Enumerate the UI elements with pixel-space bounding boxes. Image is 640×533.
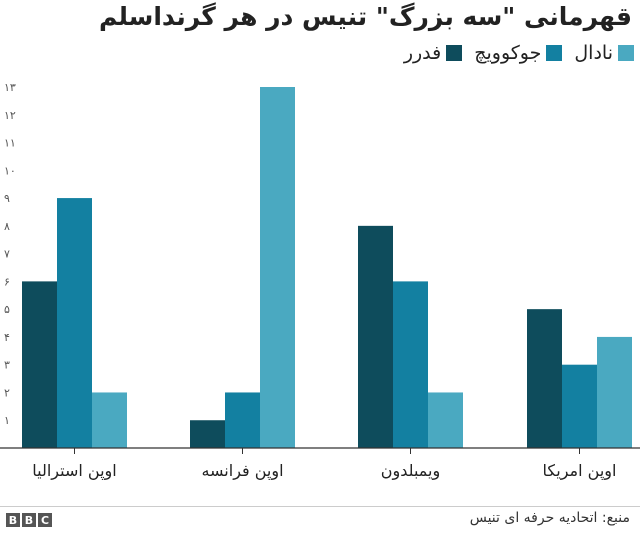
bar-djokovic	[225, 392, 260, 448]
bar-djokovic	[562, 364, 597, 448]
y-tick-label: ۱۲	[4, 109, 16, 122]
bbc-logo-letter: B	[6, 513, 20, 527]
y-tick-label: ۱	[4, 414, 10, 427]
x-tick-label: ویمبلدون	[381, 461, 440, 481]
source-note: منبع: اتحادیه حرفه ای تنیس	[469, 510, 630, 526]
legend-label-federer: فدرر	[403, 42, 442, 64]
y-tick-label: ۴	[4, 331, 10, 344]
y-tick-label: ۳	[4, 359, 10, 372]
bar-nadal	[597, 336, 632, 448]
bar-federer	[22, 281, 57, 448]
legend-swatch-nadal	[618, 45, 634, 61]
x-tick-label: اوپن فرانسه	[201, 461, 283, 481]
bar-federer	[358, 225, 393, 448]
legend-label-djokovic: جوکوویچ	[474, 42, 542, 64]
legend-item-nadal: نادال	[574, 42, 634, 64]
legend-swatch-federer	[446, 45, 463, 61]
y-tick-label: ۵	[4, 303, 10, 316]
legend-item-federer: فدرر	[403, 42, 463, 64]
bar-djokovic	[393, 281, 428, 448]
legend-item-djokovic: جوکوویچ	[474, 42, 563, 64]
bar-nadal	[92, 392, 127, 448]
bbc-logo: B B C	[6, 513, 52, 527]
bar-federer	[190, 420, 225, 448]
y-tick-label: ۸	[4, 220, 10, 233]
x-tick-label: اوپن استرالیا	[32, 461, 116, 481]
bar-nadal	[428, 392, 463, 448]
y-tick-label: ۹	[4, 192, 10, 205]
x-tick-label: اوپن امریکا	[543, 461, 617, 481]
chart-title: قهرمانی "سه بزرگ" تنیس در هر گرنداسلم	[98, 2, 632, 31]
y-tick-label: ۲	[4, 386, 10, 399]
legend-label-nadal: نادال	[574, 42, 613, 64]
bbc-logo-letter: B	[22, 513, 36, 527]
footer-divider	[0, 506, 640, 507]
y-tick-label: ۷	[4, 248, 10, 261]
y-tick-label: ۱۳	[4, 81, 16, 94]
bar-nadal	[260, 87, 295, 448]
bar-djokovic	[57, 198, 92, 448]
y-tick-label: ۱۱	[4, 137, 16, 150]
legend: نادال جوکوویچ فدرر	[404, 42, 634, 64]
bbc-logo-letter: C	[38, 513, 52, 527]
y-tick-label: ۶	[4, 275, 10, 288]
legend-swatch-djokovic	[546, 45, 563, 61]
bar-federer	[527, 309, 562, 448]
y-tick-label: ۱۰	[4, 164, 16, 177]
